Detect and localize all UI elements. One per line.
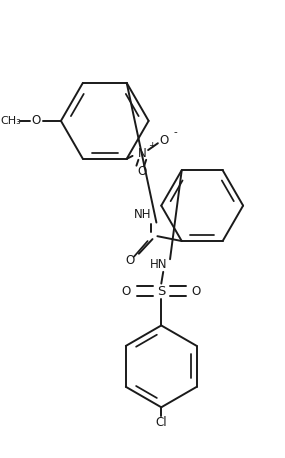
Text: -: -: [174, 127, 177, 137]
Text: O: O: [192, 285, 201, 298]
Text: N: N: [138, 147, 147, 160]
Text: O: O: [125, 254, 135, 267]
Text: NH: NH: [134, 208, 152, 221]
Text: S: S: [157, 285, 166, 298]
Text: Cl: Cl: [155, 416, 167, 429]
Text: CH₃: CH₃: [0, 116, 21, 126]
Text: HN: HN: [150, 257, 167, 271]
Text: O: O: [138, 165, 147, 178]
Text: +: +: [148, 141, 156, 150]
Text: O: O: [122, 285, 131, 298]
Text: O: O: [31, 114, 40, 127]
Text: O: O: [159, 134, 168, 147]
